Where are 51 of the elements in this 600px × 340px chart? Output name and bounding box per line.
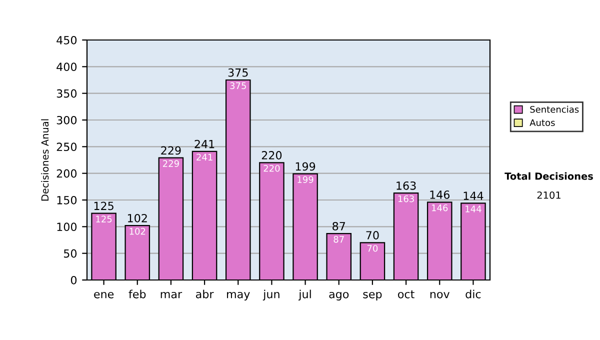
x-tick-label: jul [298,290,311,300]
x-tick-label: abr [196,290,214,298]
total-label: 229 [161,146,181,155]
data-label: 241 [196,154,212,160]
total-label: 144 [464,192,484,200]
data-label: 144 [466,206,482,212]
data-label: 70 [367,244,378,252]
y-tick-label: 250 [56,142,77,152]
x-tick-label: sep [363,292,382,300]
total-label: 102 [128,214,147,222]
x-tick-label: dic [466,290,481,298]
data-label: 163 [398,195,414,202]
data-label: 229 [163,160,179,167]
y-tick-label: 150 [57,196,77,204]
data-label: 220 [264,164,280,172]
x-tick-label: may [227,292,250,300]
total-label: 241 [194,140,214,148]
data-label: 199 [298,176,314,183]
data-label: 87 [334,236,344,243]
x-tick-label: nov [430,292,450,298]
total-label: 220 [262,151,282,160]
x-tick-label: ago [329,292,349,300]
y-tick-label: 350 [56,89,77,98]
data-label: 125 [96,216,112,222]
legend-label: Autos [530,119,555,126]
text: 2101 [537,191,560,199]
x-tick-label: feb [128,290,146,298]
data-label: 102 [130,228,146,235]
x-tick-label: mar [160,292,182,298]
y-tick-label: 400 [56,62,77,72]
data-label: 375 [230,82,246,90]
total-label: 375 [228,68,248,77]
y-tick-label: 100 [57,222,77,232]
x-tick-label: oct [398,290,414,298]
y-tick-label: 50 [64,249,77,258]
text: Total Decisiones [504,172,593,180]
legend-label: Sentencias [530,106,579,113]
y-tick-label: 450 [56,36,77,44]
x-tick-label: jun [262,290,280,300]
total-label: 163 [396,181,416,190]
y-tick-label: 0 [70,276,77,284]
total-label: 87 [332,222,345,230]
y-tick-label: 300 [56,116,77,124]
data-label: 146 [432,204,448,212]
total-label: 146 [430,190,450,199]
y-tick-label: 200 [56,169,77,178]
y-axis-title: Decisiones Anual [41,119,49,201]
total-label: 199 [296,162,316,171]
total-label: 70 [366,231,379,240]
x-tick-label: ene [94,292,114,298]
total-label: 125 [94,202,114,210]
